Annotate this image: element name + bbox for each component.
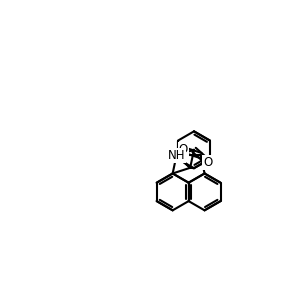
Text: N: N (172, 149, 181, 162)
Text: O: O (179, 143, 188, 156)
Text: O: O (203, 155, 212, 169)
Text: NH: NH (168, 149, 185, 162)
